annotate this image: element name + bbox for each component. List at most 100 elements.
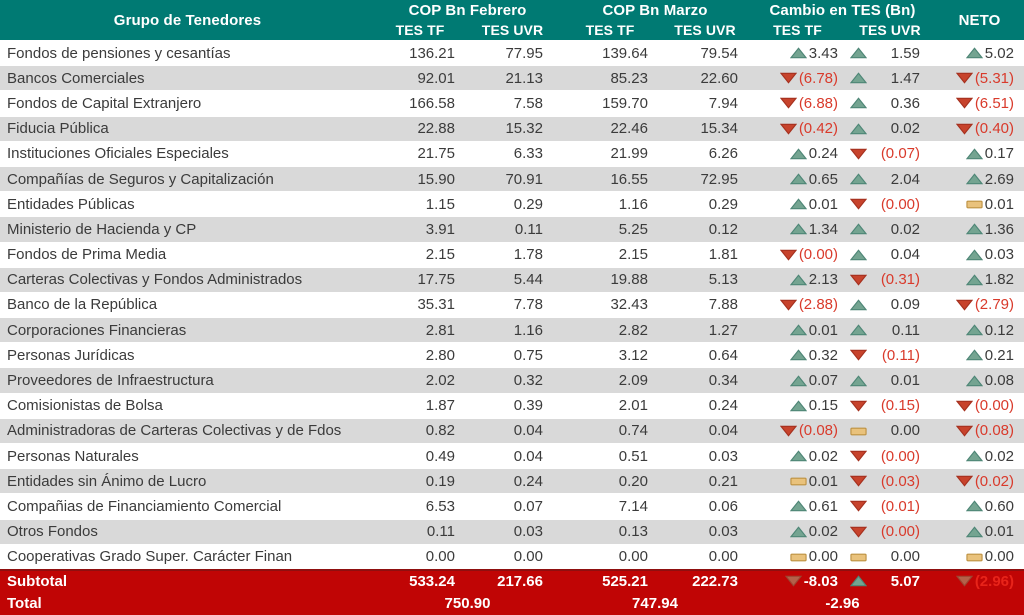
cell-mar-tes-uvr: 0.64 — [708, 346, 738, 364]
cell-mar-tes-tf: 0.20 — [618, 472, 648, 490]
down-arrow-icon — [784, 575, 802, 588]
cell-cambio: (0.03) — [845, 473, 935, 490]
down-arrow-icon — [779, 123, 797, 135]
holder-row: Administradoras de Carteras Colectivas y… — [0, 417, 1024, 443]
cell-cambio: (6.51) — [935, 95, 1024, 112]
cell-cambio: (2.79) — [935, 296, 1024, 313]
cell-cambio: 0.00 — [845, 548, 935, 565]
holder-row: Compañias de Financiamiento Comercial 6.5… — [0, 493, 1024, 519]
up-arrow-icon — [965, 500, 983, 512]
cell-cambio: 0.03 — [935, 246, 1024, 263]
cell-cambio: 1.47 — [845, 70, 935, 87]
up-arrow-icon — [789, 47, 807, 59]
holder-row: Fondos de Capital Extranjero 166.58 7.58 15… — [0, 90, 1024, 116]
cell-feb-tes-tf: 1.15 — [425, 195, 455, 213]
cell-subtotal-mar-tes-uvr: 222.73 — [692, 572, 738, 590]
cell-feb-tes-tf: 0.82 — [425, 422, 455, 440]
subtotal-row: Subtotal 533.24 217.66 525.21 222.73 -8.03 5.0… — [0, 568, 1024, 592]
cell-holder-name: Administradoras de Carteras Colectivas y… — [7, 422, 342, 440]
cambio-value: 0.01 — [890, 372, 920, 390]
cell-feb-tes-tf: 17.75 — [417, 271, 455, 289]
cell-mar-tes-uvr: 1.27 — [708, 321, 738, 339]
cambio-value: 1.36 — [984, 220, 1014, 238]
cell-mar-tes-tf: 7.14 — [618, 497, 648, 515]
subheader-mar-tes-tf: TES TF — [585, 22, 635, 38]
cell-cambio: 0.02 — [750, 448, 845, 465]
cambio-value: 0.65 — [808, 170, 838, 188]
cell-feb-tes-uvr: 0.32 — [513, 372, 543, 390]
down-arrow-icon — [850, 400, 867, 412]
down-arrow-icon — [850, 450, 867, 462]
cambio-value: 5.02 — [984, 44, 1014, 62]
total-marzo-value: 747.94 — [632, 595, 678, 612]
cell-mar-tes-uvr: 0.03 — [708, 447, 738, 465]
cell-holder-name: Corporaciones Financieras — [7, 321, 187, 339]
cambio-value: 0.00 — [890, 422, 920, 440]
holder-row: Personas Naturales 0.49 0.04 0.51 0.03 0.02 (0… — [0, 443, 1024, 469]
cambio-value: 0.01 — [984, 195, 1014, 213]
holder-row: Proveedores de Infraestructura 2.02 0.32 2.… — [0, 367, 1024, 393]
holder-row: Carteras Colectivas y Fondos Administrad… — [0, 266, 1024, 292]
header-grupo-de-tenedores: Grupo de Tenedores — [113, 11, 262, 29]
total-label: Total — [7, 595, 42, 612]
cell-feb-tes-uvr: 21.13 — [505, 69, 543, 87]
cell-feb-tes-uvr: 15.32 — [505, 120, 543, 138]
holder-row: Bancos Comerciales 92.01 21.13 85.23 22.60 (6… — [0, 65, 1024, 91]
cambio-value: 0.00 — [890, 548, 920, 566]
cell-feb-tes-tf: 92.01 — [417, 69, 455, 87]
cambio-value: (0.03) — [880, 472, 920, 490]
cell-subtotal-feb-tes-tf: 533.24 — [409, 572, 455, 590]
cell-cambio: (0.40) — [935, 120, 1024, 137]
cell-mar-tes-uvr: 0.04 — [708, 422, 738, 440]
down-arrow-icon — [955, 97, 973, 110]
cambio-value: (6.88) — [798, 94, 838, 112]
cambio-value: 0.60 — [984, 497, 1014, 515]
cambio-value: 0.61 — [808, 497, 838, 515]
cell-mar-tes-uvr: 0.29 — [708, 195, 738, 213]
cell-cambio: 0.00 — [845, 422, 935, 439]
holder-row: Fondos de pensiones y cesantías 136.21 77.… — [0, 40, 1024, 66]
up-arrow-icon — [789, 173, 807, 185]
cell-mar-tes-uvr: 22.60 — [700, 69, 738, 87]
cell-mar-tes-tf: 32.43 — [610, 296, 648, 314]
cell-cambio: (0.07) — [845, 145, 935, 162]
cell-cambio: 0.01 — [845, 372, 935, 389]
cambio-value: 1.47 — [890, 69, 920, 87]
cell-cambio: 0.02 — [935, 448, 1024, 465]
cambio-value: 0.01 — [808, 195, 838, 213]
cambio-value: 1.59 — [890, 44, 920, 62]
holder-row: Banco de la República 35.31 7.78 32.43 7.88 (… — [0, 291, 1024, 318]
cambio-value: 0.32 — [808, 346, 838, 364]
subheader-feb-tes-uvr: TES UVR — [481, 22, 544, 38]
up-arrow-icon — [965, 324, 983, 336]
cell-mar-tes-uvr: 0.12 — [708, 220, 738, 238]
cell-cambio: (0.01) — [845, 498, 935, 515]
up-arrow-icon — [965, 173, 983, 185]
cell-cambio: 3.43 — [750, 45, 845, 62]
cell-holder-name: Ministerio de Hacienda y CP — [7, 220, 197, 238]
cell-feb-tes-tf: 2.02 — [425, 372, 455, 390]
cell-holder-name: Otros Fondos — [7, 523, 98, 541]
cell-feb-tes-uvr: 77.95 — [505, 44, 543, 62]
header-group-cop-bn-marzo: COP Bn Marzo — [602, 1, 708, 19]
cell-cambio: (2.88) — [750, 296, 845, 313]
up-arrow-icon — [789, 349, 807, 361]
cambio-value: 0.02 — [808, 523, 838, 541]
up-arrow-icon — [789, 148, 807, 160]
cell-holder-name: Entidades sin Ánimo de Lucro — [7, 472, 207, 490]
total-cambio-value: -2.96 — [825, 595, 860, 612]
up-arrow-icon — [850, 47, 867, 59]
up-arrow-icon — [789, 374, 807, 387]
cell-holder-name: Fondos de pensiones y cesantías — [7, 44, 231, 62]
cell-cambio: 0.32 — [750, 347, 845, 364]
cell-cambio: (2.96) — [935, 573, 1024, 590]
cambio-value: 1.34 — [808, 220, 838, 238]
cell-cambio: 0.65 — [750, 171, 845, 188]
up-arrow-icon — [850, 299, 867, 311]
cell-mar-tes-uvr: 0.06 — [708, 497, 738, 515]
down-arrow-icon — [850, 274, 867, 286]
cambio-value: (0.00) — [880, 523, 920, 541]
cell-cambio: 0.04 — [845, 246, 935, 263]
cell-cambio: 0.17 — [935, 145, 1024, 162]
cell-mar-tes-uvr: 7.94 — [708, 94, 738, 112]
